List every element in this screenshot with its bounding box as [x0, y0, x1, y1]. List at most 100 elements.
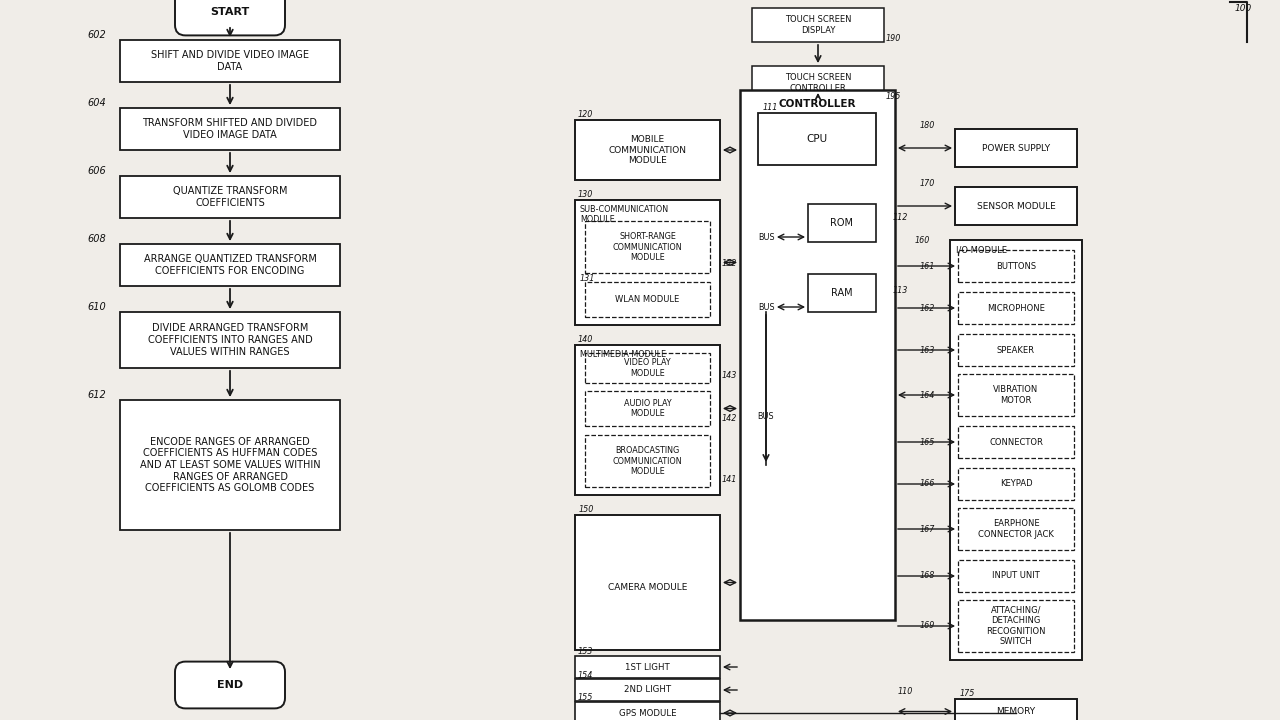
Text: BROADCASTING
COMMUNICATION
MODULE: BROADCASTING COMMUNICATION MODULE: [613, 446, 682, 476]
Text: 141: 141: [722, 474, 737, 484]
Text: 131: 131: [580, 274, 595, 282]
Text: 130: 130: [579, 189, 594, 199]
Text: I/O MODULE: I/O MODULE: [956, 245, 1007, 254]
Text: SPEAKER: SPEAKER: [997, 346, 1036, 354]
Text: 195: 195: [886, 91, 901, 101]
Bar: [955, 129, 1076, 167]
Bar: [957, 374, 1074, 416]
Text: ARRANGE QUANTIZED TRANSFORM
COEFFICIENTS FOR ENCODING: ARRANGE QUANTIZED TRANSFORM COEFFICIENTS…: [143, 254, 316, 276]
Bar: [955, 699, 1076, 720]
Bar: [575, 120, 719, 180]
Text: BUS: BUS: [758, 412, 774, 420]
Text: KEYPAD: KEYPAD: [1000, 480, 1032, 488]
Bar: [957, 600, 1074, 652]
Text: 610: 610: [87, 302, 106, 312]
Text: MULTIMEDIA MODULE: MULTIMEDIA MODULE: [580, 350, 666, 359]
Text: ROM: ROM: [831, 218, 854, 228]
Text: MICROPHONE: MICROPHONE: [987, 304, 1044, 312]
Text: 190: 190: [886, 34, 901, 42]
Bar: [957, 426, 1074, 458]
Text: MOBILE
COMMUNICATION
MODULE: MOBILE COMMUNICATION MODULE: [608, 135, 686, 165]
Text: 112: 112: [893, 212, 909, 222]
Text: 608: 608: [87, 234, 106, 244]
Bar: [758, 113, 876, 165]
Text: BUS: BUS: [758, 302, 774, 312]
FancyBboxPatch shape: [175, 0, 285, 35]
Text: AUDIO PLAY
MODULE: AUDIO PLAY MODULE: [623, 399, 671, 418]
Bar: [120, 244, 340, 286]
Text: 110: 110: [899, 686, 914, 696]
Bar: [808, 274, 876, 312]
Text: CPU: CPU: [806, 134, 828, 144]
Text: WLAN MODULE: WLAN MODULE: [616, 295, 680, 304]
Text: ENCODE RANGES OF ARRANGED
COEFFICIENTS AS HUFFMAN CODES
AND AT LEAST SOME VALUES: ENCODE RANGES OF ARRANGED COEFFICIENTS A…: [140, 437, 320, 493]
Text: 113: 113: [893, 286, 909, 294]
Text: SHIFT AND DIVIDE VIDEO IMAGE
DATA: SHIFT AND DIVIDE VIDEO IMAGE DATA: [151, 50, 308, 72]
Text: 165: 165: [920, 438, 936, 446]
Bar: [575, 515, 719, 650]
Text: 604: 604: [87, 98, 106, 108]
Text: CONTROLLER: CONTROLLER: [778, 99, 856, 109]
Text: 163: 163: [920, 346, 936, 354]
Bar: [575, 679, 719, 701]
Bar: [585, 282, 710, 317]
Text: 164: 164: [920, 390, 936, 400]
Text: VIDEO PLAY
MODULE: VIDEO PLAY MODULE: [625, 359, 671, 378]
Text: BUS: BUS: [758, 233, 774, 241]
Text: QUANTIZE TRANSFORM
COEFFICIENTS: QUANTIZE TRANSFORM COEFFICIENTS: [173, 186, 287, 208]
Bar: [120, 40, 340, 82]
Text: 170: 170: [920, 179, 936, 187]
Text: MEMORY: MEMORY: [996, 707, 1036, 716]
Text: ATTACHING/
DETACHING
RECOGNITION
SWITCH: ATTACHING/ DETACHING RECOGNITION SWITCH: [987, 606, 1046, 646]
Text: 160: 160: [915, 235, 931, 245]
Text: 2ND LIGHT: 2ND LIGHT: [623, 685, 671, 695]
Text: SENSOR MODULE: SENSOR MODULE: [977, 202, 1056, 210]
Bar: [585, 435, 710, 487]
Text: START: START: [210, 7, 250, 17]
Text: RAM: RAM: [831, 288, 852, 298]
Text: 180: 180: [920, 120, 936, 130]
Bar: [575, 345, 719, 495]
Bar: [955, 187, 1076, 225]
Bar: [740, 90, 895, 620]
Bar: [585, 221, 710, 273]
Text: GPS MODULE: GPS MODULE: [618, 708, 676, 718]
Bar: [575, 702, 719, 720]
Text: 1ST LIGHT: 1ST LIGHT: [625, 662, 669, 672]
Text: 602: 602: [87, 30, 106, 40]
Text: SHORT-RANGE
COMMUNICATION
MODULE: SHORT-RANGE COMMUNICATION MODULE: [613, 232, 682, 262]
Text: 168: 168: [920, 572, 936, 580]
Text: 150: 150: [579, 505, 594, 513]
FancyBboxPatch shape: [175, 662, 285, 708]
Text: 142: 142: [722, 413, 737, 423]
Bar: [575, 200, 719, 325]
Text: 143: 143: [722, 371, 737, 379]
Text: 162: 162: [920, 304, 936, 312]
Bar: [808, 204, 876, 242]
Bar: [751, 66, 884, 100]
Bar: [950, 240, 1082, 660]
Text: DIVIDE ARRANGED TRANSFORM
COEFFICIENTS INTO RANGES AND
VALUES WITHIN RANGES: DIVIDE ARRANGED TRANSFORM COEFFICIENTS I…: [147, 323, 312, 356]
Text: 154: 154: [579, 670, 594, 680]
Bar: [120, 312, 340, 368]
Text: EARPHONE
CONNECTOR JACK: EARPHONE CONNECTOR JACK: [978, 519, 1053, 539]
Text: 167: 167: [920, 524, 936, 534]
Text: POWER SUPPLY: POWER SUPPLY: [982, 143, 1050, 153]
Bar: [957, 508, 1074, 550]
Text: TRANSFORM SHIFTED AND DIVIDED
VIDEO IMAGE DATA: TRANSFORM SHIFTED AND DIVIDED VIDEO IMAG…: [142, 118, 317, 140]
Text: 175: 175: [960, 690, 975, 698]
Text: 153: 153: [579, 647, 594, 657]
Text: INPUT UNIT: INPUT UNIT: [992, 572, 1039, 580]
Text: 111: 111: [763, 102, 778, 112]
Text: 606: 606: [87, 166, 106, 176]
Text: END: END: [216, 680, 243, 690]
Bar: [957, 560, 1074, 592]
Bar: [957, 250, 1074, 282]
Text: 169: 169: [920, 621, 936, 631]
Text: 612: 612: [87, 390, 106, 400]
Text: 155: 155: [579, 693, 594, 703]
Bar: [585, 353, 710, 383]
Text: BUTTONS: BUTTONS: [996, 261, 1036, 271]
Bar: [120, 108, 340, 150]
Bar: [751, 8, 884, 42]
